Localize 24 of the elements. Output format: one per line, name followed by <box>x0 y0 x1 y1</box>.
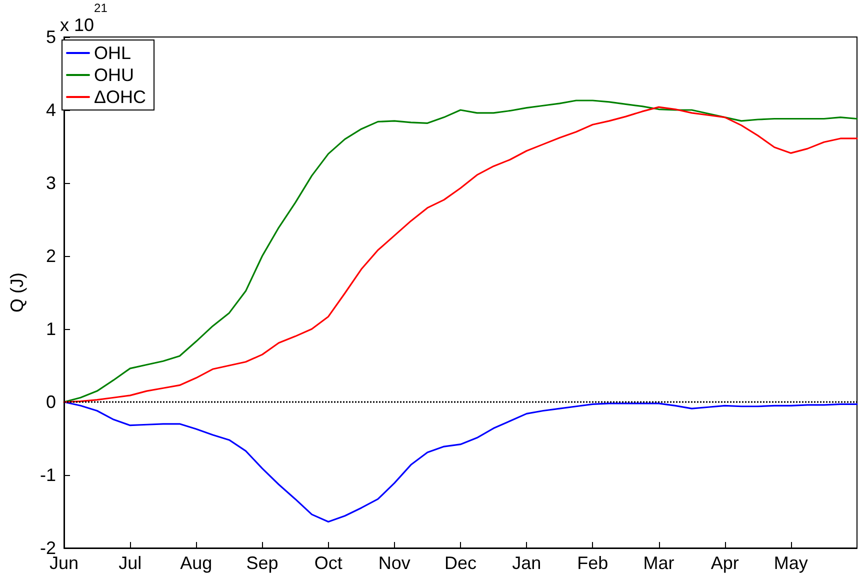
y-tick-label: 5 <box>46 27 56 47</box>
x-tick-label: Feb <box>577 553 608 573</box>
y-tick-label: 1 <box>46 319 56 339</box>
legend-label: ΔOHC <box>94 87 146 107</box>
x-tick-label: Apr <box>710 553 739 573</box>
x-tick-label: Mar <box>643 553 674 573</box>
x-tick-label: Jan <box>512 553 542 573</box>
x-tick-label: Aug <box>180 553 212 573</box>
legend-label: OHU <box>94 65 134 85</box>
y-tick-label: 2 <box>46 246 56 266</box>
x-tick-label: Dec <box>444 553 477 573</box>
y-tick-label: -1 <box>40 465 56 485</box>
y-tick-label: 0 <box>46 392 56 412</box>
x-tick-label: May <box>774 553 808 573</box>
x-tick-label: Sep <box>246 553 278 573</box>
legend-label: OHL <box>94 43 132 63</box>
line-series <box>63 401 858 523</box>
y-axis-title: Q (J) <box>7 272 27 312</box>
y-tick-label: 3 <box>46 173 56 193</box>
x-tick-label: Jul <box>118 553 142 573</box>
y-tick-label: 4 <box>46 100 56 120</box>
text: x 1021 <box>60 1 108 35</box>
x-tick-label: Nov <box>378 553 410 573</box>
x-tick-label: Oct <box>314 553 342 573</box>
